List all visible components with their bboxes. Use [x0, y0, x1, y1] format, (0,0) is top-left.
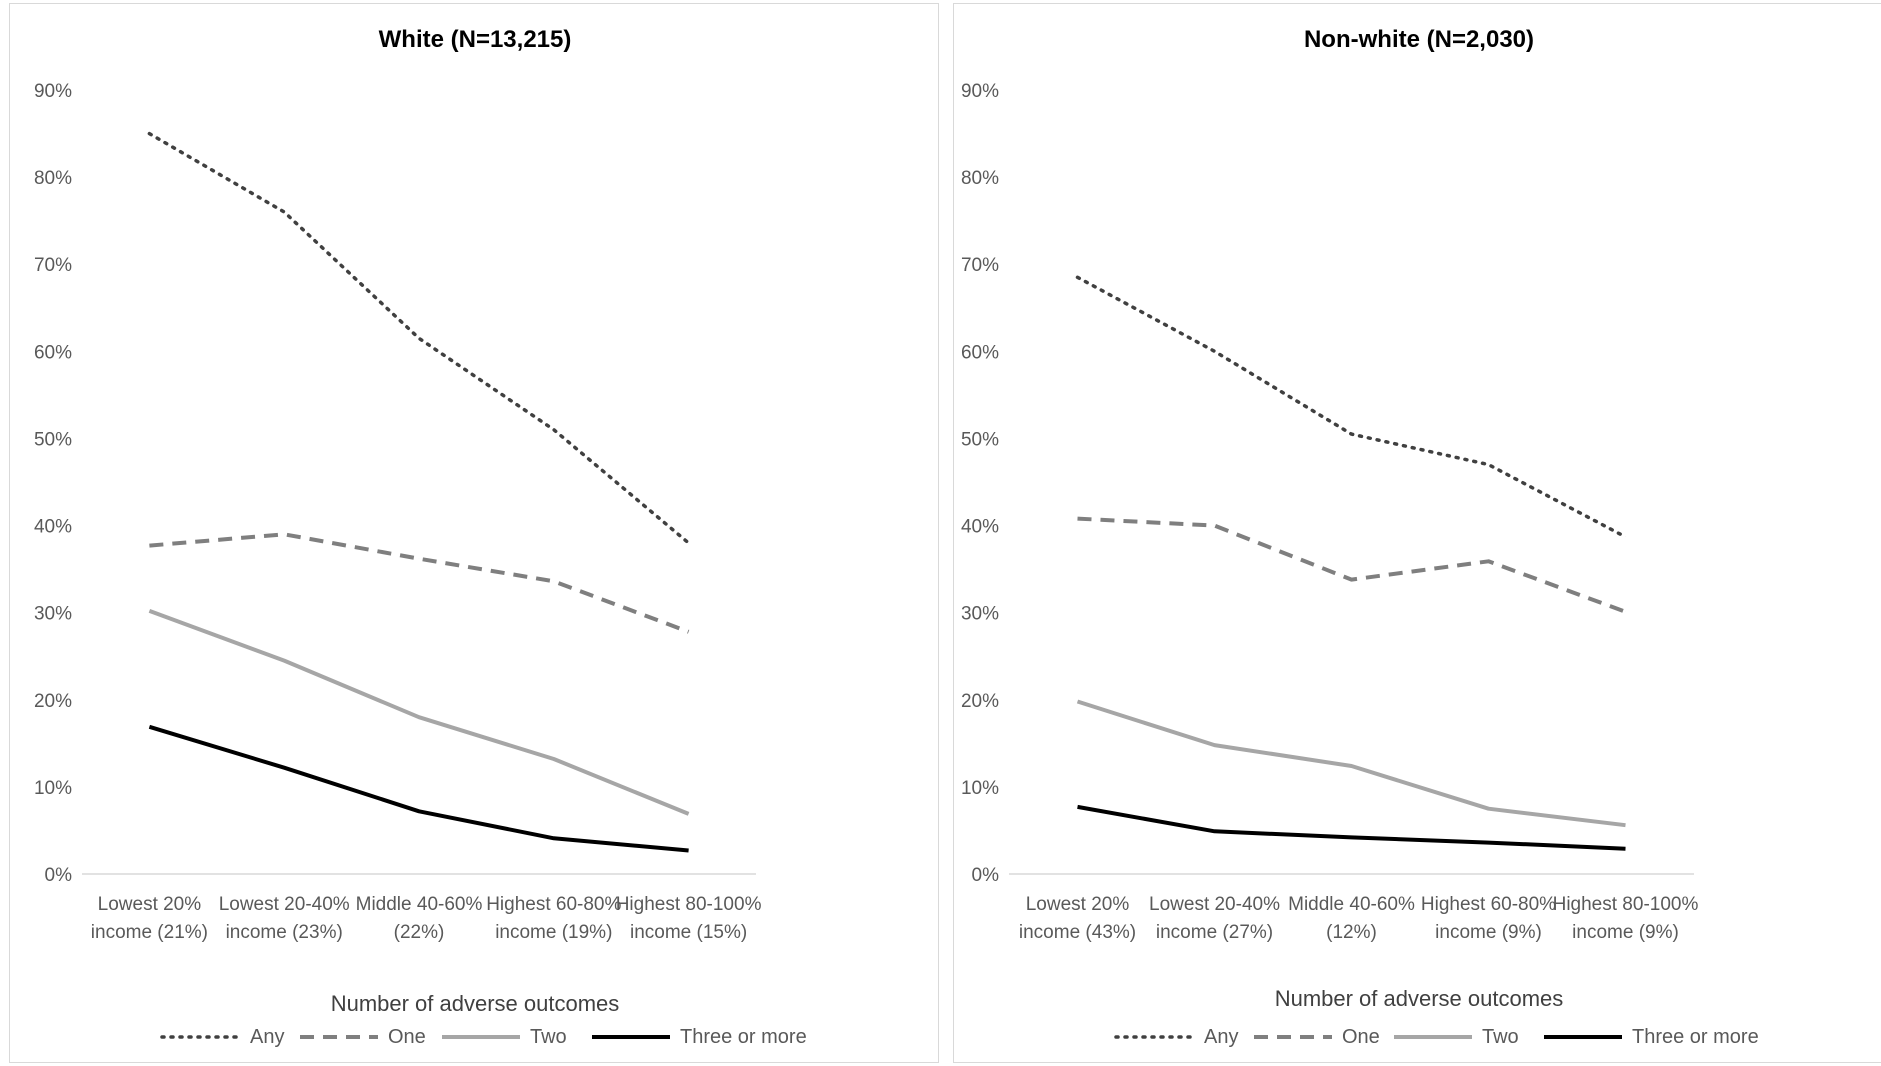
x-tick-label: income (27%): [1156, 922, 1273, 943]
legend-label-any: Any: [1204, 1025, 1239, 1048]
legend-swatch-one: [300, 1035, 378, 1039]
chart-title-white: White (N=13,215): [378, 26, 572, 53]
series-line-two: [148, 609, 690, 816]
x-tick-label: income (23%): [226, 922, 343, 943]
x-tick-label: Highest 80-100%: [1553, 894, 1699, 915]
chart-plot-nonwhite: 0% 10% 20% 30% 40% 50% 60% 70% 80% 90% Lowest 20% i…: [961, 81, 1699, 943]
x-tick-label: Lowest 20%: [1026, 894, 1130, 915]
y-tick-label: 10%: [961, 778, 999, 799]
legend-title-nonwhite: Number of adverse outcomes: [1274, 986, 1564, 1011]
legend-label-two: Two: [1482, 1025, 1519, 1048]
x-tick-label: income (15%): [630, 922, 747, 943]
legend-item-one: One: [1250, 1022, 1380, 1052]
x-tick-label: Middle 40-60%: [356, 894, 483, 915]
y-tick-label: 50%: [34, 429, 72, 450]
y-tick-label: 70%: [34, 255, 72, 276]
chart-plot-white: 0% 10% 20% 30% 40% 50% 60% 70% 80% 90% Lowest 20% i…: [34, 81, 762, 943]
x-tick-label: Middle 40-60%: [1288, 894, 1415, 915]
y-tick-label: 60%: [961, 342, 999, 363]
x-tick-label: Lowest 20%: [98, 894, 202, 915]
legend-item-two: Two: [438, 1022, 567, 1052]
x-tick-label: Highest 60-80%: [486, 894, 621, 915]
x-tick-label: income (9%): [1435, 922, 1542, 943]
x-tick-label: (12%): [1326, 922, 1377, 943]
y-tick-label: 20%: [34, 691, 72, 712]
y-tick-label: 70%: [961, 255, 999, 276]
y-tick-label: 10%: [34, 778, 72, 799]
x-tick-label: Lowest 20-40%: [1149, 894, 1280, 915]
legend-label-two: Two: [530, 1025, 567, 1048]
legend-swatch-three-or-more: [1544, 1035, 1622, 1039]
legend-swatch-two: [442, 1035, 520, 1039]
y-tick-label: 90%: [34, 81, 72, 102]
chart-panel-nonwhite: 0% 10% 20% 30% 40% 50% 60% 70% 80% 90% Lowest 20% i…: [953, 3, 1881, 1063]
y-tick-label: 30%: [961, 604, 999, 625]
legend-nonwhite: Any One Two Three or more: [954, 1022, 1881, 1052]
y-tick-label: 60%: [34, 342, 72, 363]
x-tick-label: Lowest 20-40%: [219, 894, 350, 915]
legend-swatch-one: [1254, 1035, 1332, 1039]
y-tick-label: 80%: [34, 168, 72, 189]
series-line-one: [1077, 516, 1627, 614]
legend-swatch-two: [1394, 1035, 1472, 1039]
legend-item-three-or-more: Three or more: [1540, 1022, 1759, 1052]
x-tick-label: income (43%): [1019, 922, 1136, 943]
legend-swatch-any: [1114, 1035, 1196, 1039]
x-tick-label: (22%): [394, 922, 445, 943]
legend-title-white: Number of adverse outcomes: [330, 991, 620, 1016]
legend-item-two: Two: [1390, 1022, 1519, 1052]
chart-title-nonwhite: Non-white (N=2,030): [1303, 26, 1535, 53]
series-line-two: [1076, 699, 1626, 828]
y-tick-label: 40%: [961, 517, 999, 538]
series-line-any: [1075, 275, 1628, 539]
legend-label-three-or-more: Three or more: [1632, 1025, 1759, 1048]
chart-panel-white: 0% 10% 20% 30% 40% 50% 60% 70% 80% 90% Lowest 20% i…: [9, 3, 939, 1063]
x-tick-label: income (21%): [91, 922, 208, 943]
legend-label-one: One: [388, 1025, 426, 1048]
y-tick-label: 30%: [34, 604, 72, 625]
legend-item-any: Any: [158, 1022, 284, 1052]
legend-item-any: Any: [1112, 1022, 1238, 1052]
y-tick-label: 40%: [34, 517, 72, 538]
y-tick-label: 0%: [972, 865, 1000, 886]
legend-swatch-three-or-more: [592, 1035, 670, 1039]
y-tick-label: 90%: [961, 81, 999, 102]
y-tick-label: 20%: [961, 691, 999, 712]
legend-label-any: Any: [250, 1025, 285, 1048]
legend-swatch-any: [160, 1035, 242, 1039]
y-tick-label: 80%: [961, 168, 999, 189]
legend-label-one: One: [1342, 1025, 1380, 1048]
legend-white: Any One Two Three or more: [10, 1022, 940, 1052]
legend-item-one: One: [296, 1022, 426, 1052]
x-tick-label: Highest 60-80%: [1421, 894, 1556, 915]
x-tick-label: income (9%): [1572, 922, 1679, 943]
y-tick-label: 0%: [45, 865, 73, 886]
series-line-one: [149, 532, 690, 634]
y-tick-label: 50%: [961, 429, 999, 450]
legend-label-three-or-more: Three or more: [680, 1025, 807, 1048]
series-line-three-or-more: [1077, 804, 1626, 851]
x-tick-label: income (19%): [495, 922, 612, 943]
series-line-three-or-more: [148, 724, 689, 853]
x-tick-label: Highest 80-100%: [616, 894, 762, 915]
legend-item-three-or-more: Three or more: [588, 1022, 807, 1052]
